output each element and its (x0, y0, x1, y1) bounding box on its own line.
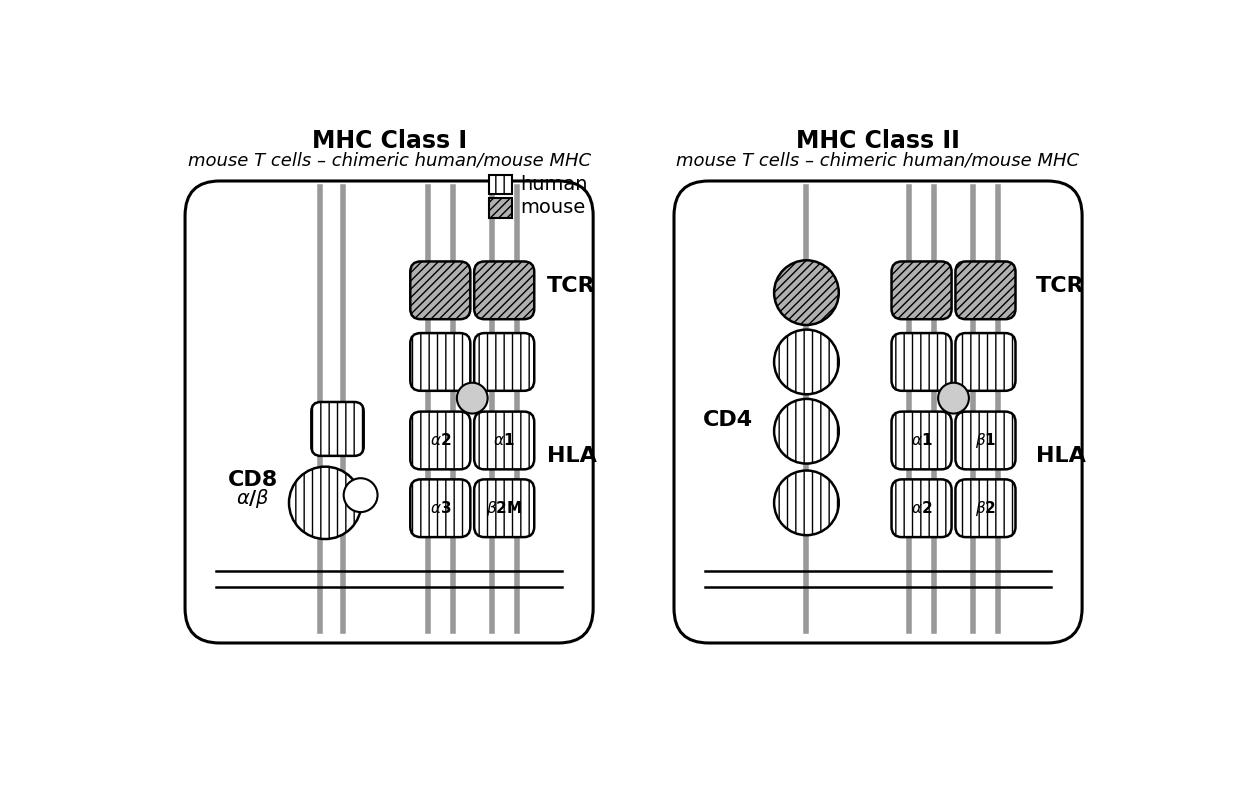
Text: human: human (520, 175, 588, 194)
Text: $\alpha$/$\beta$: $\alpha$/$\beta$ (236, 487, 270, 510)
Text: $\beta$2: $\beta$2 (975, 499, 996, 517)
Circle shape (774, 330, 838, 394)
Text: HLA: HLA (547, 446, 596, 466)
Circle shape (456, 383, 487, 414)
FancyBboxPatch shape (892, 261, 951, 319)
Text: CD4: CD4 (703, 410, 753, 430)
FancyBboxPatch shape (956, 261, 1016, 319)
FancyBboxPatch shape (410, 412, 470, 470)
FancyBboxPatch shape (474, 333, 534, 391)
FancyBboxPatch shape (474, 412, 534, 470)
FancyBboxPatch shape (892, 479, 951, 537)
FancyBboxPatch shape (956, 412, 1016, 470)
FancyBboxPatch shape (956, 333, 1016, 391)
Text: $\alpha$2: $\alpha$2 (911, 500, 932, 517)
Text: $\beta$2M: $\beta$2M (486, 499, 522, 517)
Text: HLA: HLA (1035, 446, 1085, 466)
Circle shape (939, 383, 968, 414)
FancyBboxPatch shape (956, 479, 1016, 537)
Text: TCR: TCR (1037, 276, 1085, 296)
Text: mouse: mouse (520, 198, 585, 217)
Text: $\beta$1: $\beta$1 (975, 431, 996, 450)
Circle shape (289, 466, 361, 539)
FancyBboxPatch shape (892, 333, 951, 391)
Text: $\alpha$3: $\alpha$3 (429, 500, 451, 517)
FancyBboxPatch shape (675, 181, 1083, 643)
Text: MHC Class II: MHC Class II (796, 129, 960, 153)
Text: $\alpha$1: $\alpha$1 (910, 432, 932, 448)
Text: MHC Class I: MHC Class I (311, 129, 466, 153)
FancyBboxPatch shape (490, 198, 512, 217)
FancyBboxPatch shape (474, 479, 534, 537)
FancyBboxPatch shape (892, 412, 951, 470)
Circle shape (343, 478, 377, 512)
FancyBboxPatch shape (474, 261, 534, 319)
Text: TCR: TCR (547, 276, 596, 296)
FancyBboxPatch shape (490, 175, 512, 194)
Circle shape (774, 260, 838, 325)
Circle shape (774, 470, 838, 535)
Text: mouse T cells – chimeric human/mouse MHC: mouse T cells – chimeric human/mouse MHC (187, 151, 590, 170)
Text: CD8: CD8 (228, 470, 278, 490)
FancyBboxPatch shape (311, 402, 363, 456)
Circle shape (774, 399, 838, 463)
FancyBboxPatch shape (185, 181, 593, 643)
FancyBboxPatch shape (410, 333, 470, 391)
Text: $\alpha$2: $\alpha$2 (429, 432, 451, 448)
FancyBboxPatch shape (410, 261, 470, 319)
Text: $\alpha$1: $\alpha$1 (494, 432, 515, 448)
FancyBboxPatch shape (410, 479, 470, 537)
Text: mouse T cells – chimeric human/mouse MHC: mouse T cells – chimeric human/mouse MHC (677, 151, 1080, 170)
